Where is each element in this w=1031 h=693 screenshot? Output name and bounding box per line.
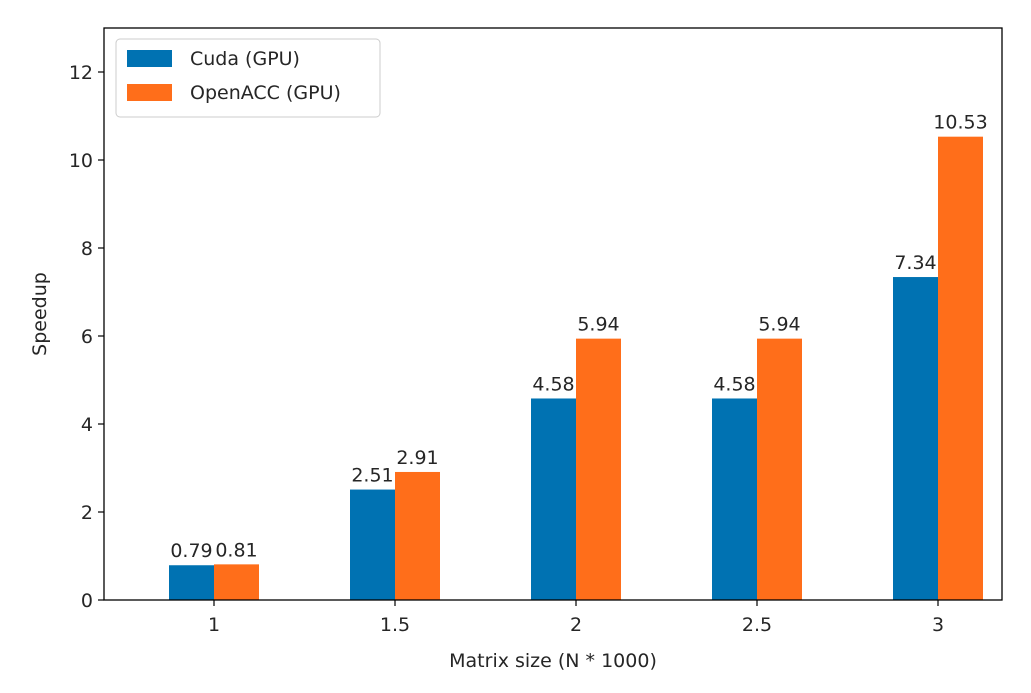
bar-openacc-1 xyxy=(214,564,259,600)
bar-label-cuda-1_5: 2.51 xyxy=(351,465,393,487)
y-tick-label: 8 xyxy=(81,238,93,260)
x-tick-label: 1 xyxy=(208,614,220,636)
y-tick-label: 0 xyxy=(81,590,93,612)
x-axis: 1 1.5 2 2.5 3 xyxy=(208,600,944,636)
y-tick-label: 12 xyxy=(69,62,93,84)
y-axis-label: Speedup xyxy=(29,272,51,356)
bar-label-cuda-2_5: 4.58 xyxy=(713,373,755,395)
y-tick-label: 4 xyxy=(81,414,93,436)
x-tick-label: 1.5 xyxy=(380,614,410,636)
bar-labels-group: 0.79 2.51 4.58 4.58 7.34 0.81 2.91 5.94 5.94 10.5… xyxy=(170,112,987,563)
legend: Cuda (GPU) OpenACC (GPU) xyxy=(115,38,381,118)
x-tick-label: 3 xyxy=(932,614,944,636)
y-tick-label: 2 xyxy=(81,502,93,524)
bar-cuda-1 xyxy=(169,565,214,600)
y-tick-label: 6 xyxy=(81,326,93,348)
bar-openacc-2 xyxy=(576,338,621,600)
bar-cuda-3 xyxy=(893,277,938,600)
bar-openacc-3 xyxy=(938,136,983,600)
legend-swatch-cuda xyxy=(127,50,172,67)
bar-label-openacc-2: 5.94 xyxy=(577,314,619,336)
bar-label-openacc-3: 10.53 xyxy=(933,112,987,134)
bar-openacc-1_5 xyxy=(395,471,440,600)
bar-label-openacc-1_5: 2.91 xyxy=(396,447,438,469)
bar-label-cuda-3: 7.34 xyxy=(894,252,936,274)
legend-swatch-openacc xyxy=(127,84,172,101)
bar-label-cuda-2: 4.58 xyxy=(532,373,574,395)
y-axis: 0 2 4 6 8 10 12 xyxy=(69,62,104,612)
bar-cuda-2 xyxy=(531,398,576,600)
plot-frame xyxy=(103,27,1003,601)
y-tick-label: 10 xyxy=(69,150,93,172)
x-axis-label: Matrix size (N * 1000) xyxy=(449,650,657,672)
bar-openacc-2_5 xyxy=(757,338,802,600)
bar-label-cuda-1: 0.79 xyxy=(170,540,212,562)
legend-label-openacc: OpenACC (GPU) xyxy=(190,82,341,104)
bar-cuda-2_5 xyxy=(712,398,757,600)
bar-cuda-1_5 xyxy=(350,489,395,600)
bar-label-openacc-1: 0.81 xyxy=(215,539,257,561)
x-tick-label: 2.5 xyxy=(742,614,772,636)
legend-label-cuda: Cuda (GPU) xyxy=(190,48,300,70)
x-tick-label: 2 xyxy=(570,614,582,636)
bars-group xyxy=(169,136,983,600)
bar-label-openacc-2_5: 5.94 xyxy=(758,314,800,336)
legend-box xyxy=(115,38,381,118)
